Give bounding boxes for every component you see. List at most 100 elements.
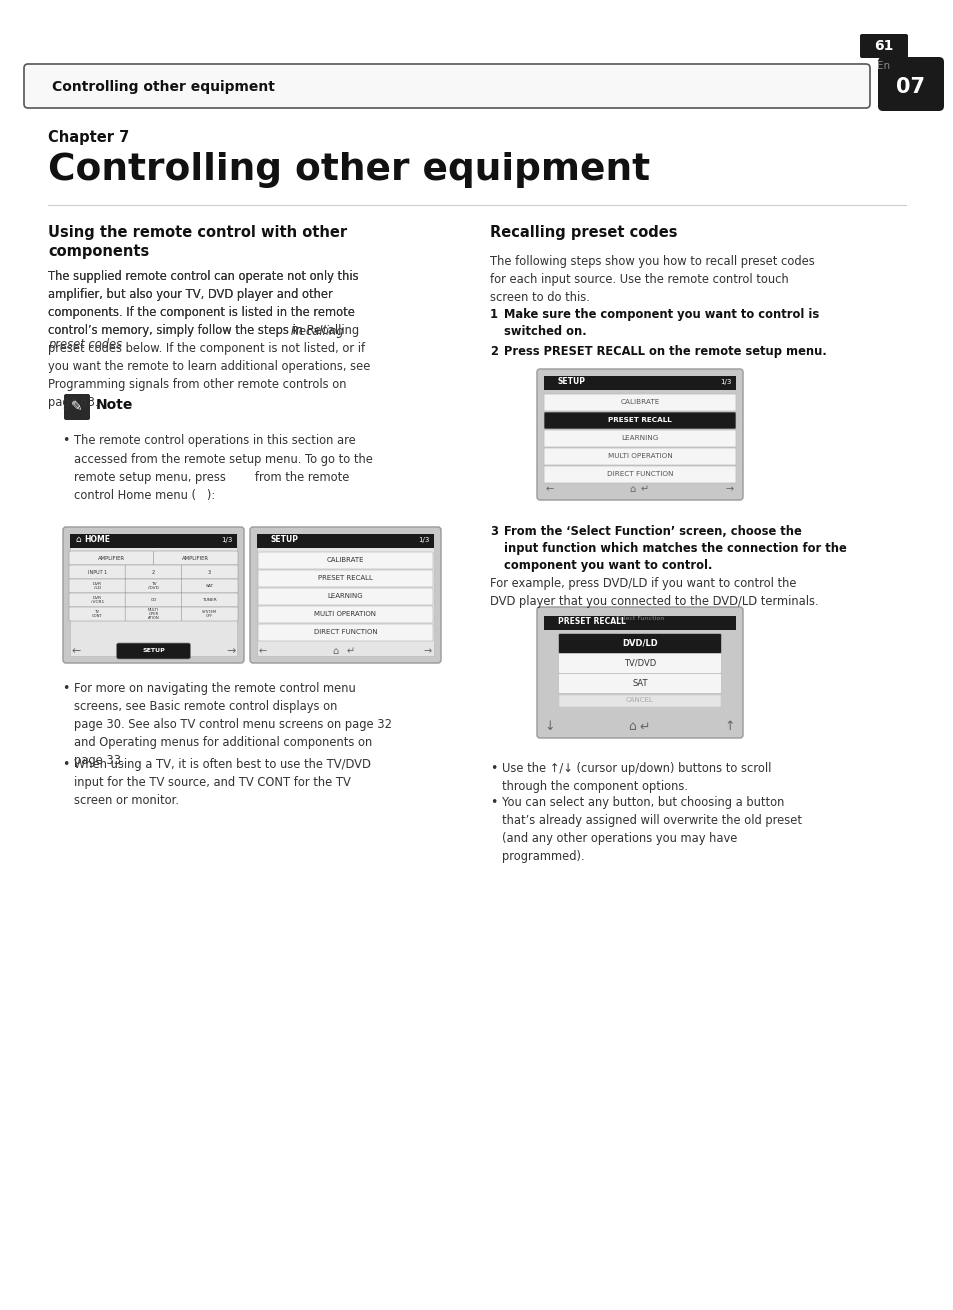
- Text: •: •: [490, 796, 497, 810]
- Text: The remote control operations in this section are
accessed from the remote setup: The remote control operations in this se…: [74, 434, 373, 503]
- FancyBboxPatch shape: [537, 607, 742, 738]
- Text: DVR
/LD: DVR /LD: [92, 582, 102, 590]
- Text: DVR
/VCR1: DVR /VCR1: [91, 596, 104, 604]
- Text: When using a TV, it is often best to use the TV/DVD
input for the TV source, and: When using a TV, it is often best to use…: [74, 758, 371, 807]
- Text: ←: ←: [258, 646, 267, 656]
- Text: ←: ←: [71, 646, 81, 656]
- Text: ⌂: ⌂: [627, 721, 636, 734]
- Text: CALIBRATE: CALIBRATE: [327, 557, 364, 563]
- Text: PRESET RECALL: PRESET RECALL: [558, 617, 625, 626]
- FancyBboxPatch shape: [69, 607, 126, 621]
- Text: LEARNING: LEARNING: [327, 593, 363, 599]
- Text: ↓: ↓: [544, 721, 555, 734]
- Text: Controlling other equipment: Controlling other equipment: [52, 80, 274, 94]
- Text: 1/3: 1/3: [418, 537, 430, 544]
- FancyBboxPatch shape: [125, 565, 182, 579]
- Text: SYSTEM
OFF: SYSTEM OFF: [202, 610, 217, 618]
- Text: 2: 2: [152, 570, 155, 575]
- Text: LEARNING: LEARNING: [620, 435, 658, 441]
- Text: TUNER: TUNER: [202, 597, 217, 603]
- Text: →: →: [423, 646, 432, 656]
- Text: Recalling: Recalling: [48, 325, 343, 338]
- Text: preset codes: preset codes: [48, 338, 122, 351]
- FancyBboxPatch shape: [543, 448, 735, 465]
- Text: Controlling other equipment: Controlling other equipment: [48, 152, 649, 189]
- FancyBboxPatch shape: [250, 527, 440, 663]
- Text: 1/3: 1/3: [221, 537, 233, 544]
- FancyBboxPatch shape: [181, 579, 237, 593]
- Text: The following steps show you how to recall preset codes
for each input source. U: The following steps show you how to reca…: [490, 255, 814, 304]
- FancyBboxPatch shape: [543, 413, 735, 428]
- FancyBboxPatch shape: [69, 593, 126, 607]
- Text: From the ‘Select Function’ screen, choose the
input function which matches the c: From the ‘Select Function’ screen, choos…: [503, 525, 846, 572]
- Text: CANCEL: CANCEL: [625, 697, 653, 703]
- Text: 3: 3: [490, 525, 497, 538]
- Text: ↵: ↵: [346, 646, 355, 656]
- Text: AMPLIFIER: AMPLIFIER: [182, 555, 209, 561]
- Text: DIRECT FUNCTION: DIRECT FUNCTION: [314, 629, 377, 635]
- FancyBboxPatch shape: [537, 369, 742, 500]
- Text: 2: 2: [490, 345, 497, 358]
- FancyBboxPatch shape: [543, 466, 735, 483]
- Text: →: →: [226, 646, 235, 656]
- Text: For more on navigating the remote control menu
screens, see Basic remote control: For more on navigating the remote contro…: [74, 683, 392, 766]
- FancyBboxPatch shape: [125, 593, 182, 607]
- Text: ✎: ✎: [71, 400, 83, 414]
- Text: ↵: ↵: [639, 721, 650, 734]
- Text: Use the ↑/↓ (cursor up/down) buttons to scroll
through the component options.: Use the ↑/↓ (cursor up/down) buttons to …: [501, 762, 771, 793]
- Text: You can select any button, but choosing a button
that’s already assigned will ov: You can select any button, but choosing …: [501, 796, 801, 863]
- Text: SETUP: SETUP: [271, 536, 298, 545]
- Text: 3: 3: [208, 570, 211, 575]
- Bar: [70, 534, 236, 656]
- FancyBboxPatch shape: [257, 607, 433, 624]
- Bar: [543, 376, 735, 390]
- FancyBboxPatch shape: [558, 634, 720, 654]
- FancyBboxPatch shape: [558, 654, 720, 673]
- Bar: [256, 534, 434, 656]
- FancyBboxPatch shape: [125, 579, 182, 593]
- FancyBboxPatch shape: [257, 588, 433, 605]
- Text: PRESET RECALL: PRESET RECALL: [607, 417, 671, 423]
- FancyBboxPatch shape: [859, 34, 907, 58]
- Text: 1: 1: [490, 308, 497, 321]
- Text: CALIBRATE: CALIBRATE: [619, 400, 659, 405]
- Text: DVD/LD: DVD/LD: [621, 638, 658, 647]
- FancyBboxPatch shape: [558, 673, 720, 693]
- FancyBboxPatch shape: [69, 552, 153, 565]
- Text: 1/3: 1/3: [720, 379, 731, 385]
- Text: CD: CD: [151, 597, 156, 603]
- Text: ⌂: ⌂: [75, 536, 81, 545]
- FancyBboxPatch shape: [181, 565, 237, 579]
- Text: 07: 07: [896, 77, 924, 97]
- Text: For example, press DVD/LD if you want to control the
DVD player that you connect: For example, press DVD/LD if you want to…: [490, 576, 818, 608]
- Text: MULTI OPERATION: MULTI OPERATION: [607, 453, 672, 458]
- FancyBboxPatch shape: [543, 430, 735, 447]
- Text: TV
CONT: TV CONT: [91, 610, 103, 618]
- Text: ⌂: ⌂: [628, 483, 635, 494]
- FancyBboxPatch shape: [257, 624, 433, 641]
- Text: MULTI OPERATION: MULTI OPERATION: [314, 610, 376, 617]
- FancyBboxPatch shape: [125, 607, 182, 621]
- Text: Using the remote control with other
components: Using the remote control with other comp…: [48, 225, 347, 259]
- FancyBboxPatch shape: [257, 552, 433, 569]
- Text: AMPLIFIER: AMPLIFIER: [97, 555, 125, 561]
- Text: •: •: [62, 434, 70, 447]
- Text: MULTI
OPER
ATION: MULTI OPER ATION: [148, 608, 159, 620]
- Text: Chapter 7: Chapter 7: [48, 130, 129, 145]
- FancyBboxPatch shape: [69, 579, 126, 593]
- Text: INPUT 1: INPUT 1: [88, 570, 107, 575]
- Text: •: •: [490, 762, 497, 776]
- Text: SETUP: SETUP: [142, 648, 165, 654]
- Text: Make sure the component you want to control is
switched on.: Make sure the component you want to cont…: [503, 308, 819, 338]
- Text: TV/DVD: TV/DVD: [623, 659, 656, 668]
- FancyBboxPatch shape: [24, 64, 869, 107]
- Text: →: →: [725, 483, 733, 494]
- Text: Select Function: Select Function: [616, 616, 663, 621]
- FancyBboxPatch shape: [153, 552, 237, 565]
- Text: PRESET RECALL: PRESET RECALL: [317, 575, 373, 582]
- Text: ⌂: ⌂: [332, 646, 338, 656]
- Text: 61: 61: [873, 39, 893, 52]
- FancyBboxPatch shape: [64, 394, 90, 421]
- Text: En: En: [877, 62, 890, 71]
- FancyBboxPatch shape: [558, 696, 720, 707]
